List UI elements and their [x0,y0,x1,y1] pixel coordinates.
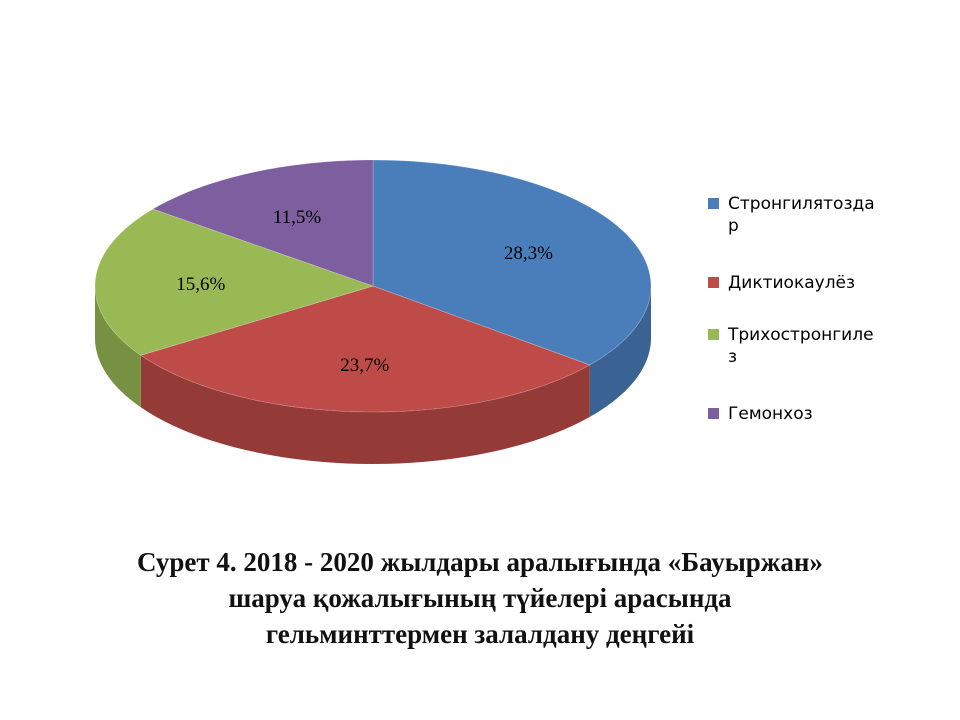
legend-item-4: Гемонхоз [708,404,813,424]
legend-swatch-2 [708,277,719,288]
legend-label-1: Стронгилятозда р [728,194,875,236]
legend-label-2: Диктиокаулёз [728,273,855,293]
legend-label-4: Гемонхоз [728,404,813,424]
legend: Стронгилятозда р Диктиокаулёз Трихостронгил… [708,194,875,424]
pie-slice-2 [139,285,591,413]
pie-slices [94,159,652,413]
caption-line-1: Сурет 4. 2018 - 2020 жылдары аралығында … [137,547,823,577]
pie-slice-3 [94,208,375,356]
legend-swatch-4 [708,408,719,419]
legend-label-3: Трихостронгиле з [727,325,874,367]
data-label-1: 28,3% [504,243,553,264]
caption-line-2: шаруа қожалығының түйелері арасында [228,583,732,613]
data-label-2: 23,7% [340,355,389,376]
legend-item-2: Диктиокаулёз [708,273,855,293]
legend-swatch-1 [708,198,719,209]
pie-side-2 [140,355,590,464]
data-label-3: 15,6% [176,274,225,295]
pie-side-1 [589,286,651,417]
legend-item-1: Стронгилятозда р [708,194,875,236]
figure-caption: Сурет 4. 2018 - 2020 жылдары аралығында … [40,544,920,652]
pie-side-walls [95,286,651,464]
pie-data-labels: 28,3% 23,7% 15,6% 11,5% [176,207,553,376]
caption-line-3: гельминттермен залалдану деңгейі [265,619,695,649]
legend-item-3: Трихостронгиле з [708,325,874,367]
data-label-4: 11,5% [273,207,322,228]
legend-swatch-3 [708,329,719,340]
pie-side-3 [95,286,141,408]
pie-slice-4 [151,159,374,287]
pie-slice-1 [372,159,652,366]
